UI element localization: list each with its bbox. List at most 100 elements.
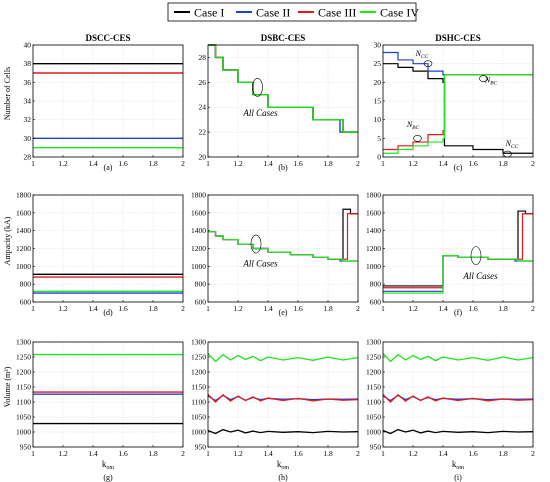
x-tick-label: 1 <box>31 159 35 168</box>
annotation-ellipse <box>479 75 488 82</box>
y-tick-label: 1100 <box>191 398 206 407</box>
panels: 1 1.2 1.4 1.6 1.8 2 28 30 32 34 36 38 40 (a) 1 1.2 1.4 1.… <box>16 41 535 482</box>
x-tick-label: 1.8 <box>323 449 333 458</box>
y-tick-label: 1600 <box>191 208 206 217</box>
y-tick-label: 36 <box>24 78 32 87</box>
y-tick-label: 1250 <box>191 353 206 362</box>
y-tick-label: 950 <box>370 443 382 452</box>
axes-box <box>207 44 359 158</box>
x-tick-label: 1 <box>381 304 385 313</box>
y-tick-label: 1300 <box>366 338 381 347</box>
panel-h: 1 1.2 1.4 1.6 1.8 2 950 1000 1050 1100 1150 1200 125… <box>191 338 360 482</box>
series-line-1 <box>383 63 533 154</box>
series-line-3 <box>207 393 359 403</box>
y-tick-label: 1300 <box>191 338 206 347</box>
legend: Case I Case II Case III Case IV <box>167 2 419 22</box>
x-tick-label: 1.2 <box>233 304 243 313</box>
y-tick-label: 1800 <box>191 191 206 200</box>
y-tick-label: 1300 <box>16 338 31 347</box>
x-axis-label: kom <box>277 459 290 471</box>
x-tick-label: 1.6 <box>118 304 128 313</box>
y-tick-label: 1150 <box>16 383 31 392</box>
x-tick-label: 1.6 <box>468 159 478 168</box>
x-tick-label: 2 <box>181 159 185 168</box>
x-tick-label: 1 <box>206 159 210 168</box>
row-ylabel-3: Volume (m³) <box>3 366 12 407</box>
y-tick-label: 950 <box>20 443 32 452</box>
legend-box <box>167 2 417 22</box>
y-tick-label: 28 <box>199 53 207 62</box>
x-tick-label: 2 <box>181 449 185 458</box>
x-tick-label: 1 <box>381 159 385 168</box>
y-tick-label: 1000 <box>366 262 381 271</box>
panel-caption: (g) <box>103 473 113 482</box>
row-ylabel-1: Number of Cells <box>3 67 12 120</box>
x-tick-label: 1.4 <box>88 159 98 168</box>
y-tick-label: 1200 <box>16 368 31 377</box>
column-title-2: DSBC-CES <box>261 33 306 43</box>
x-tick-label: 2 <box>356 304 360 313</box>
annotation-ellipse <box>503 150 512 158</box>
annotation-ellipse <box>413 135 422 142</box>
y-tick-label: 1000 <box>16 262 31 271</box>
x-tick-label: 1.2 <box>58 449 68 458</box>
annotation-ellipse <box>470 246 482 265</box>
x-tick-label: 1 <box>31 449 35 458</box>
x-tick-label: 1.2 <box>58 159 68 168</box>
panel-caption: (b) <box>278 163 288 172</box>
x-tick-label: 1.8 <box>148 304 158 313</box>
series-line-4 <box>208 230 358 262</box>
y-tick-label: 1150 <box>366 383 381 392</box>
annotation-label-3: NBC <box>406 120 420 131</box>
annotation-label: All Cases <box>242 258 278 268</box>
x-tick-label: 1.4 <box>438 449 448 458</box>
x-tick-label: 2 <box>356 449 360 458</box>
y-tick-label: 1200 <box>366 368 381 377</box>
y-tick-label: 1400 <box>366 226 381 235</box>
y-tick-label: 1400 <box>16 226 31 235</box>
x-tick-label: 1.4 <box>88 304 98 313</box>
y-tick-label: 34 <box>24 97 32 106</box>
x-tick-label: 1.2 <box>233 159 243 168</box>
x-tick-label: 1.2 <box>58 304 68 313</box>
x-axis-label: kom <box>102 459 115 471</box>
panel-d: 1 1.2 1.4 1.6 1.8 2 600 800 1000 1200 1400 1600 1800… <box>16 191 185 318</box>
x-tick-label: 1.4 <box>263 449 273 458</box>
series-line-4 <box>208 44 358 133</box>
panel-e: 1 1.2 1.4 1.6 1.8 2 600 800 1000 1200 1400 1600 1800… <box>191 191 360 318</box>
panel-f: 1 1.2 1.4 1.6 1.8 2 600 800 1000 1200 1400 1600 1800… <box>366 191 535 318</box>
x-tick-label: 2 <box>181 304 185 313</box>
x-tick-label: 1.2 <box>408 159 418 168</box>
y-tick-label: 1200 <box>191 244 206 253</box>
x-tick-label: 1.4 <box>88 449 98 458</box>
legend-label-1: Case I <box>194 6 224 20</box>
panel-caption: (f) <box>454 308 462 317</box>
y-tick-label: 26 <box>199 78 207 87</box>
y-tick-label: 800 <box>195 280 207 289</box>
y-tick-label: 1150 <box>191 383 206 392</box>
legend-label-4: Case IV <box>380 6 419 20</box>
y-tick-label: 1000 <box>191 428 206 437</box>
series-line-2 <box>208 230 358 262</box>
x-tick-label: 1 <box>381 449 385 458</box>
x-tick-label: 1.4 <box>263 159 273 168</box>
x-tick-label: 1.2 <box>408 304 418 313</box>
series-line-4 <box>383 74 533 154</box>
x-tick-label: 1.6 <box>118 449 128 458</box>
x-tick-label: 1.4 <box>438 159 448 168</box>
y-tick-label: 40 <box>24 41 32 50</box>
y-tick-label: 1100 <box>366 398 381 407</box>
y-tick-label: 30 <box>374 41 382 50</box>
y-tick-label: 25 <box>374 59 382 68</box>
y-tick-label: 1400 <box>191 226 206 235</box>
y-tick-label: 1100 <box>16 398 31 407</box>
annotation-label: All Cases <box>242 108 278 118</box>
panel-a: 1 1.2 1.4 1.6 1.8 2 28 30 32 34 36 38 40 (a) <box>24 41 186 173</box>
y-tick-label: 5 <box>377 134 381 143</box>
panel-caption: (c) <box>454 163 463 172</box>
series-line-3 <box>383 213 533 289</box>
annotation-label-2: NBC <box>484 75 498 86</box>
y-tick-label: 20 <box>374 78 382 87</box>
x-tick-label: 1 <box>206 304 210 313</box>
